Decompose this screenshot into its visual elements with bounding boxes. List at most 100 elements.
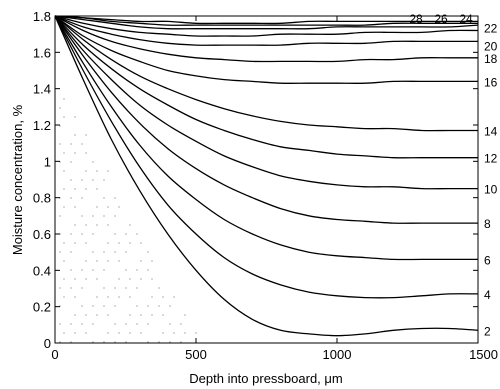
stipple-dot bbox=[85, 134, 87, 136]
stipple-dot bbox=[118, 332, 120, 334]
stipple-dot bbox=[107, 296, 109, 298]
stipple-dot bbox=[107, 206, 109, 208]
stipple-dot bbox=[129, 332, 131, 334]
stipple-dot bbox=[96, 170, 98, 172]
stipple-dot bbox=[151, 278, 153, 280]
stipple-dot bbox=[107, 332, 109, 334]
stipple-dot bbox=[63, 152, 65, 154]
stipple-dot bbox=[96, 260, 98, 262]
curve-label-28: 28 bbox=[409, 12, 423, 26]
stipple-dot bbox=[92, 341, 94, 343]
stipple-dot bbox=[92, 323, 94, 325]
stipple-dot bbox=[85, 260, 87, 262]
curve-8 bbox=[54, 15, 478, 224]
stipple-dot bbox=[92, 269, 94, 271]
stipple-dot bbox=[92, 215, 94, 217]
y-tick-label: 1.4 bbox=[33, 82, 51, 97]
stipple-dot bbox=[180, 341, 182, 343]
stipple-dot bbox=[118, 278, 120, 280]
stipple-dot bbox=[63, 278, 65, 280]
stipple-dot bbox=[107, 170, 109, 172]
stipple-dot bbox=[158, 305, 160, 307]
stipple-dot bbox=[74, 134, 76, 136]
stipple-dot bbox=[96, 188, 98, 190]
stipple-dot bbox=[96, 314, 98, 316]
stipple-dot bbox=[70, 287, 72, 289]
curve-label-16: 16 bbox=[484, 75, 498, 89]
stipple-dot bbox=[125, 341, 127, 343]
stipple-dot bbox=[63, 260, 65, 262]
x-axis-label: Depth into pressboard, μm bbox=[189, 371, 342, 386]
stipple-dot bbox=[103, 269, 105, 271]
stipple-dot bbox=[59, 323, 61, 325]
stipple-dot bbox=[70, 143, 72, 145]
stipple-dot bbox=[114, 287, 116, 289]
stipple-dot bbox=[103, 287, 105, 289]
stipple-dot bbox=[118, 206, 120, 208]
stipple-dot bbox=[63, 116, 65, 118]
stipple-dot bbox=[180, 323, 182, 325]
stipple-dot bbox=[125, 269, 127, 271]
curve-label-10: 10 bbox=[484, 183, 498, 197]
stipple-dot bbox=[114, 251, 116, 253]
stipple-dot bbox=[107, 242, 109, 244]
stipple-dot bbox=[92, 179, 94, 181]
stipple-dot bbox=[70, 197, 72, 199]
stipple-dot bbox=[103, 197, 105, 199]
stipple-dot bbox=[74, 314, 76, 316]
curve-label-18: 18 bbox=[484, 52, 498, 66]
stipple-dot bbox=[59, 341, 61, 343]
stipple-dot bbox=[118, 260, 120, 262]
stipple-dot bbox=[184, 332, 186, 334]
stipple-dot bbox=[63, 98, 65, 100]
stipple-dot bbox=[140, 260, 142, 262]
stipple-dot bbox=[59, 107, 61, 109]
stipple-dot bbox=[147, 269, 149, 271]
stipple-dot bbox=[74, 206, 76, 208]
stipple-dot bbox=[140, 278, 142, 280]
stipple-dot bbox=[147, 323, 149, 325]
stipple-dot bbox=[162, 332, 164, 334]
stipple-dot bbox=[85, 278, 87, 280]
stipple-dot bbox=[169, 305, 171, 307]
curve-28 bbox=[54, 15, 478, 25]
y-tick-label: 0.2 bbox=[33, 300, 51, 315]
stipple-dot bbox=[129, 224, 131, 226]
stipple-dot bbox=[158, 287, 160, 289]
y-tick-label: 1.6 bbox=[33, 45, 51, 60]
stipple-dot bbox=[118, 296, 120, 298]
stipple-dot bbox=[70, 179, 72, 181]
stipple-dot bbox=[81, 179, 83, 181]
stipple-dot bbox=[59, 287, 61, 289]
stipple-dot bbox=[103, 341, 105, 343]
stipple-dot bbox=[158, 341, 160, 343]
stipple-dot bbox=[107, 314, 109, 316]
curve-label-4: 4 bbox=[484, 288, 491, 302]
y-axis-label: Moisture concentration, % bbox=[10, 104, 25, 255]
stipple-dot bbox=[81, 215, 83, 217]
stipple-dot bbox=[114, 197, 116, 199]
curve-22 bbox=[54, 15, 479, 37]
stipple-dot bbox=[114, 305, 116, 307]
stipple-dot bbox=[81, 305, 83, 307]
stipple-dot bbox=[136, 323, 138, 325]
stipple-dot bbox=[74, 152, 76, 154]
stipple-dot bbox=[173, 332, 175, 334]
curve-label-24: 24 bbox=[459, 12, 473, 26]
stipple-dot bbox=[59, 215, 61, 217]
stipple-dot bbox=[118, 242, 120, 244]
stipple-dot bbox=[85, 332, 87, 334]
y-tick-label: 0.6 bbox=[33, 227, 51, 242]
stipple-dot bbox=[114, 341, 116, 343]
stipple-dot bbox=[195, 332, 197, 334]
curve-24 bbox=[54, 15, 479, 30]
stipple-dot bbox=[92, 161, 94, 163]
stipple-dot bbox=[147, 251, 149, 253]
stipple-dot bbox=[81, 269, 83, 271]
stipple-dot bbox=[107, 224, 109, 226]
stipple-dot bbox=[74, 116, 76, 118]
stipple-dot bbox=[151, 314, 153, 316]
curve-label-2: 2 bbox=[484, 324, 491, 338]
plot-frame bbox=[54, 15, 479, 344]
